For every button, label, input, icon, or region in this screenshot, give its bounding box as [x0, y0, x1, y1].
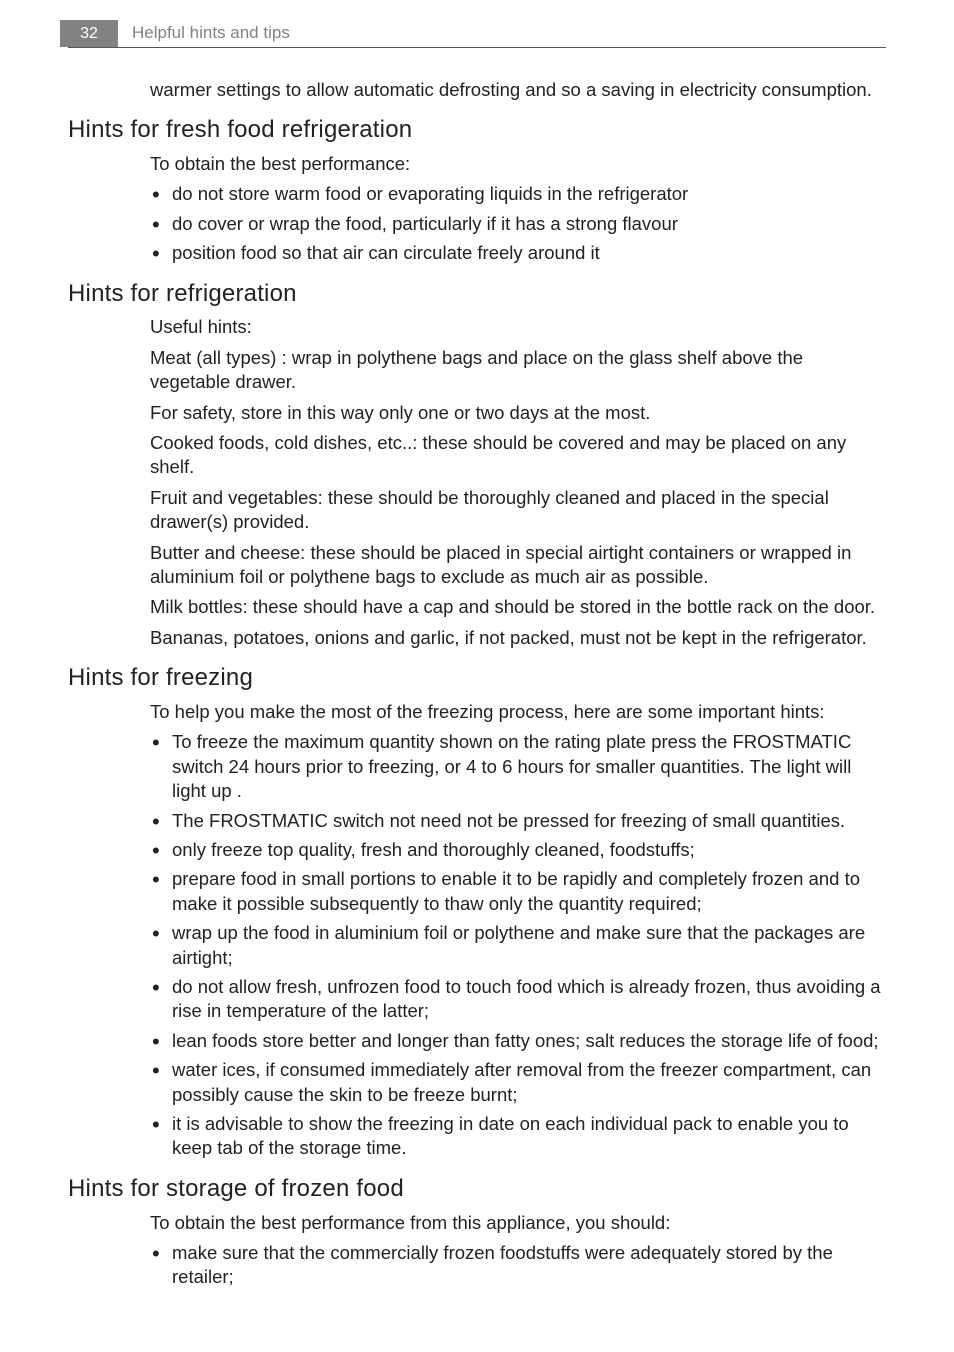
heading-refrigeration: Hints for refrigeration — [68, 278, 886, 310]
list-item: it is advisable to show the freezing in … — [150, 1112, 886, 1161]
list-item: water ices, if consumed immediately afte… — [150, 1058, 886, 1107]
list-item: do cover or wrap the food, particularly … — [150, 212, 886, 236]
list-item: wrap up the food in aluminium foil or po… — [150, 921, 886, 970]
intro-continuation: warmer settings to allow automatic defro… — [150, 78, 886, 102]
page-number: 32 — [60, 20, 118, 47]
intro-refrigeration: Useful hints: — [150, 315, 886, 339]
refrigeration-para: Cooked foods, cold dishes, etc..: these … — [150, 431, 886, 480]
heading-storage-frozen: Hints for storage of frozen food — [68, 1173, 886, 1205]
list-item: do not store warm food or evaporating li… — [150, 182, 886, 206]
list-item: To freeze the maximum quantity shown on … — [150, 730, 886, 803]
heading-fresh-food: Hints for fresh food refrigeration — [68, 114, 886, 146]
heading-freezing: Hints for freezing — [68, 662, 886, 694]
bullets-storage-frozen: make sure that the commercially frozen f… — [150, 1241, 886, 1290]
list-item: position food so that air can circulate … — [150, 241, 886, 265]
refrigeration-para: Milk bottles: these should have a cap an… — [150, 595, 886, 619]
intro-freezing: To help you make the most of the freezin… — [150, 700, 886, 724]
page-header: 32 Helpful hints and tips — [68, 20, 886, 48]
intro-storage-frozen: To obtain the best performance from this… — [150, 1211, 886, 1235]
intro-fresh-food: To obtain the best performance: — [150, 152, 886, 176]
refrigeration-para: For safety, store in this way only one o… — [150, 401, 886, 425]
list-item: The FROSTMATIC switch not need not be pr… — [150, 809, 886, 833]
header-section-title: Helpful hints and tips — [118, 20, 290, 47]
list-item: only freeze top quality, fresh and thoro… — [150, 838, 886, 862]
list-item: do not allow fresh, unfrozen food to tou… — [150, 975, 886, 1024]
bullets-fresh-food: do not store warm food or evaporating li… — [150, 182, 886, 265]
refrigeration-para: Meat (all types) : wrap in polythene bag… — [150, 346, 886, 395]
bullets-freezing: To freeze the maximum quantity shown on … — [150, 730, 886, 1161]
list-item: lean foods store better and longer than … — [150, 1029, 886, 1053]
refrigeration-para: Fruit and vegetables: these should be th… — [150, 486, 886, 535]
intro-paragraph: warmer settings to allow automatic defro… — [150, 78, 886, 102]
list-item: make sure that the commercially frozen f… — [150, 1241, 886, 1290]
refrigeration-para: Butter and cheese: these should be place… — [150, 541, 886, 590]
refrigeration-para: Bananas, potatoes, onions and garlic, if… — [150, 626, 886, 650]
list-item: prepare food in small portions to enable… — [150, 867, 886, 916]
